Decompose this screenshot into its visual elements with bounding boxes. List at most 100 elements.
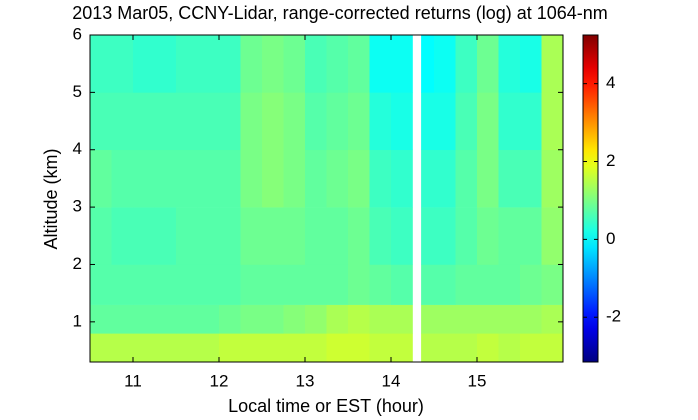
- heat-cell: [348, 304, 370, 334]
- heat-cell: [219, 92, 241, 151]
- x-tick-label: 15: [468, 371, 487, 390]
- heat-cell: [219, 304, 241, 334]
- heat-cell: [498, 35, 521, 93]
- heat-cell: [455, 207, 478, 265]
- heat-cell: [326, 149, 349, 208]
- heat-cell: [477, 207, 499, 265]
- y-tick-label: 6: [73, 24, 82, 43]
- heat-cell: [111, 304, 134, 334]
- colorbar-tick-label: 0: [606, 229, 615, 248]
- heat-cell: [240, 264, 263, 305]
- heat-cell: [369, 304, 392, 334]
- heat-cell: [133, 92, 155, 151]
- heat-cell: [391, 35, 413, 93]
- heat-cell: [154, 264, 177, 305]
- heat-cell: [348, 207, 370, 265]
- heat-cell: [197, 304, 220, 334]
- heat-cell: [240, 304, 263, 334]
- heat-cell: [219, 149, 241, 208]
- heat-cell: [305, 304, 327, 334]
- heat-cell: [305, 264, 327, 305]
- heat-cell: [348, 333, 370, 363]
- heat-cell: [133, 333, 155, 363]
- heat-cell: [348, 264, 370, 305]
- heat-cell: [111, 92, 134, 151]
- heat-cell: [176, 264, 198, 305]
- heat-cell: [262, 149, 284, 208]
- heat-cell: [391, 92, 413, 151]
- heat-cell: [90, 333, 112, 363]
- heat-cell: [240, 149, 263, 208]
- heat-cell: [477, 264, 499, 305]
- heat-cell: [133, 149, 155, 208]
- heat-cell: [219, 333, 241, 363]
- heat-cell: [520, 304, 542, 334]
- heat-cell: [498, 149, 521, 208]
- heat-cell: [391, 149, 413, 208]
- heat-cell: [498, 304, 521, 334]
- heat-cell: [434, 333, 456, 363]
- heat-cell: [219, 264, 241, 305]
- heat-cell: [133, 264, 155, 305]
- heat-cell: [369, 333, 392, 363]
- heat-cell: [240, 333, 263, 363]
- heat-cell: [154, 92, 177, 151]
- heat-cell: [421, 35, 435, 93]
- colorbar-tick-label: -2: [606, 307, 621, 326]
- heat-cell: [498, 92, 521, 151]
- heat-cell: [262, 333, 284, 363]
- heat-cell: [434, 92, 456, 151]
- heat-cell: [197, 35, 220, 93]
- heat-cell: [262, 207, 284, 265]
- heat-cell: [455, 264, 478, 305]
- heat-cell: [421, 304, 435, 334]
- heat-cell: [477, 92, 499, 151]
- heat-cell: [90, 92, 112, 151]
- x-tick-label: 13: [296, 371, 315, 390]
- y-tick-label: 3: [73, 197, 82, 216]
- heat-cell: [348, 35, 370, 93]
- heat-cell: [176, 35, 198, 93]
- heat-cell: [133, 207, 155, 265]
- heat-cell: [283, 149, 306, 208]
- heat-cell: [111, 35, 134, 93]
- heat-cell: [133, 35, 155, 93]
- heat-cell: [111, 264, 134, 305]
- heat-cell: [348, 92, 370, 151]
- heat-cell: [391, 333, 413, 363]
- heat-cell: [305, 149, 327, 208]
- heat-cell: [391, 207, 413, 265]
- heat-cell: [133, 304, 155, 334]
- heat-cell: [421, 264, 435, 305]
- heat-cell: [90, 264, 112, 305]
- colorbar-tick-label: 2: [606, 151, 615, 170]
- heat-cell: [90, 304, 112, 334]
- heat-cell: [541, 92, 564, 151]
- heat-cell: [90, 35, 112, 93]
- heat-cell: [434, 304, 456, 334]
- colorbar: [582, 34, 599, 363]
- heat-cell: [197, 149, 220, 208]
- heat-cell: [240, 207, 263, 265]
- y-tick-label: 2: [73, 254, 82, 273]
- heat-cell: [111, 333, 134, 363]
- x-axis-label: Local time or EST (hour): [228, 396, 424, 416]
- heat-cell: [477, 333, 499, 363]
- heat-cell: [176, 92, 198, 151]
- heat-cell: [498, 333, 521, 363]
- heat-cell: [541, 35, 564, 93]
- heat-cell: [369, 149, 392, 208]
- heat-cell: [283, 35, 306, 93]
- heat-cell: [326, 207, 349, 265]
- heat-cell: [326, 304, 349, 334]
- heat-cell: [305, 92, 327, 151]
- heat-cell: [541, 333, 564, 363]
- heat-cell: [176, 304, 198, 334]
- y-axis-label: Altitude (km): [41, 148, 61, 249]
- heat-cell: [197, 264, 220, 305]
- heat-cell: [305, 333, 327, 363]
- heat-cell: [154, 333, 177, 363]
- x-tick-label: 14: [382, 371, 401, 390]
- heat-cell: [240, 35, 263, 93]
